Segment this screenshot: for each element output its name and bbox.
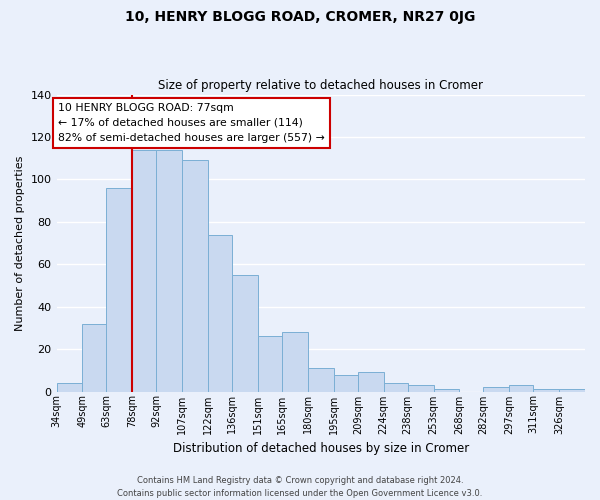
Bar	[232, 275, 258, 392]
Bar	[334, 374, 358, 392]
Bar	[434, 390, 460, 392]
Bar	[533, 390, 559, 392]
Bar	[308, 368, 334, 392]
Bar	[407, 385, 434, 392]
Bar	[258, 336, 282, 392]
Bar	[484, 388, 509, 392]
Bar	[383, 383, 407, 392]
Y-axis label: Number of detached properties: Number of detached properties	[15, 156, 25, 330]
Bar	[56, 383, 82, 392]
Bar	[132, 150, 157, 392]
Bar	[282, 332, 308, 392]
Title: Size of property relative to detached houses in Cromer: Size of property relative to detached ho…	[158, 79, 483, 92]
X-axis label: Distribution of detached houses by size in Cromer: Distribution of detached houses by size …	[173, 442, 469, 455]
Bar	[358, 372, 383, 392]
Bar	[82, 324, 106, 392]
Bar	[182, 160, 208, 392]
Bar	[559, 390, 585, 392]
Bar	[509, 385, 533, 392]
Text: Contains HM Land Registry data © Crown copyright and database right 2024.
Contai: Contains HM Land Registry data © Crown c…	[118, 476, 482, 498]
Bar	[208, 234, 232, 392]
Bar	[157, 150, 182, 392]
Text: 10 HENRY BLOGG ROAD: 77sqm
← 17% of detached houses are smaller (114)
82% of sem: 10 HENRY BLOGG ROAD: 77sqm ← 17% of deta…	[58, 103, 325, 142]
Text: 10, HENRY BLOGG ROAD, CROMER, NR27 0JG: 10, HENRY BLOGG ROAD, CROMER, NR27 0JG	[125, 10, 475, 24]
Bar	[106, 188, 132, 392]
